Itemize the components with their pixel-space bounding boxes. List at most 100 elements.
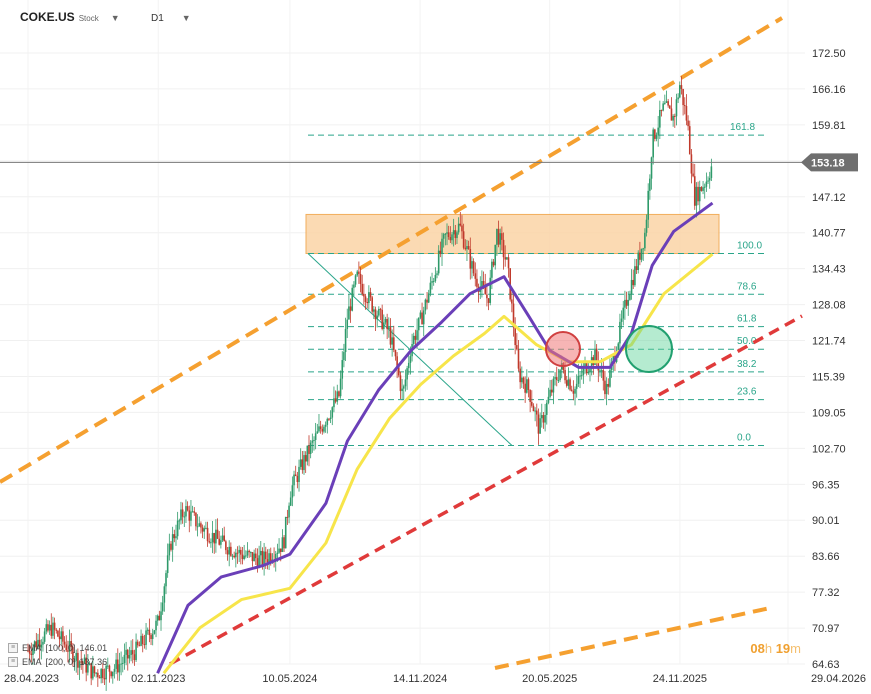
price-tick-label: 140.77 <box>812 228 846 240</box>
candle-body <box>153 630 156 634</box>
candle-body <box>524 383 526 393</box>
candle-body <box>63 641 66 645</box>
candle-body <box>240 549 242 555</box>
timeframe-selector[interactable]: D1 ▼ <box>151 13 191 24</box>
candle-body <box>501 233 503 240</box>
candle-body <box>537 414 540 434</box>
candle-body <box>494 244 497 266</box>
timeframe-dropdown-icon[interactable]: ▼ <box>181 13 191 23</box>
candle-body <box>625 299 628 306</box>
candle-body <box>201 527 204 532</box>
candle-body <box>647 190 649 220</box>
legend-ema100-value: 146.01 <box>79 643 108 653</box>
candle-body <box>32 647 34 656</box>
candle-body <box>195 512 197 527</box>
candle-body <box>246 550 249 556</box>
candle-body <box>688 126 691 155</box>
candle-body <box>110 671 112 677</box>
fib-level-label: 0.0 <box>737 433 751 444</box>
price-tick-label: 147.12 <box>812 192 846 204</box>
candle-body <box>321 428 324 432</box>
candle-body <box>115 659 117 669</box>
candle-body <box>700 187 703 191</box>
candle-body <box>667 101 669 106</box>
candle-body <box>38 639 41 648</box>
candle-body <box>544 414 546 423</box>
candle-body <box>512 303 515 328</box>
candle-body <box>185 506 187 517</box>
candle-body <box>80 661 83 663</box>
candle-body <box>264 551 267 560</box>
candle-body <box>519 368 521 383</box>
candle-body <box>183 516 186 518</box>
candle-body <box>175 536 177 539</box>
candle-body <box>266 559 269 563</box>
candle-body <box>326 418 329 425</box>
price-tick-label: 121.74 <box>812 336 846 348</box>
highlight-circles <box>545 325 673 373</box>
crossover-circle-bearish <box>545 331 581 367</box>
candle-body <box>386 318 388 330</box>
date-tick-label: 10.05.2024 <box>262 673 317 685</box>
settings-icon[interactable]: ≡ <box>8 643 18 653</box>
candle-body <box>549 389 551 397</box>
date-tick-label: 02.11.2023 <box>131 673 185 685</box>
symbol-dropdown-icon[interactable]: ▼ <box>110 13 120 23</box>
legend-ema200: ≡ EMA [200, 0] 137.36 <box>8 657 107 667</box>
candle-body <box>98 677 101 679</box>
candle-body <box>452 230 455 235</box>
candle-body <box>216 529 219 539</box>
candle-body <box>449 237 452 241</box>
candle-body <box>258 555 260 568</box>
candle-body <box>383 322 385 329</box>
candle-body <box>82 662 84 664</box>
candle-body <box>193 511 196 513</box>
candle-body <box>622 307 625 319</box>
candle-body <box>43 631 46 642</box>
candle-body <box>466 246 468 250</box>
candle-body <box>381 309 383 329</box>
candle-body <box>491 261 493 278</box>
candle-body <box>392 337 395 350</box>
candle-body <box>233 555 235 558</box>
candle-body <box>521 377 523 383</box>
candle-body <box>424 299 427 311</box>
candle-body <box>223 535 226 542</box>
candle-body <box>569 379 571 390</box>
legend-ema100: ≡ EMA [100, 0] 146.01 <box>8 643 107 653</box>
candle-body <box>65 644 68 651</box>
candle-body <box>160 611 162 621</box>
candle-body <box>62 631 64 642</box>
candle-body <box>245 555 247 557</box>
candle-body <box>263 551 265 565</box>
candle-body <box>281 537 284 552</box>
candle-body <box>156 615 159 621</box>
candle-body <box>235 552 237 558</box>
candle-body <box>499 233 502 245</box>
candle-body <box>426 299 428 303</box>
candle-body <box>259 550 262 556</box>
candle-body <box>334 398 337 402</box>
candle-body <box>580 375 583 377</box>
candle-body <box>526 379 528 393</box>
candle-body <box>432 281 435 283</box>
candle-body <box>116 659 119 673</box>
candle-body <box>517 349 520 369</box>
candle-body <box>427 293 430 303</box>
candle-body <box>366 302 368 304</box>
candle-body <box>650 157 653 179</box>
candle-body <box>550 389 553 393</box>
candle-body <box>309 442 312 454</box>
candle-body <box>419 312 422 318</box>
candle-body <box>605 383 608 395</box>
candle-body <box>627 299 630 306</box>
candle-body <box>664 102 666 104</box>
candle-body <box>294 474 297 476</box>
candle-body <box>296 475 299 483</box>
candle-body <box>634 266 636 286</box>
candle-body <box>256 558 259 568</box>
candle-body <box>693 176 696 206</box>
settings-icon[interactable]: ≡ <box>8 657 18 667</box>
price-axis: 172.50 166.16 159.81 147.12 140.77 134.43 128.… <box>812 48 846 671</box>
